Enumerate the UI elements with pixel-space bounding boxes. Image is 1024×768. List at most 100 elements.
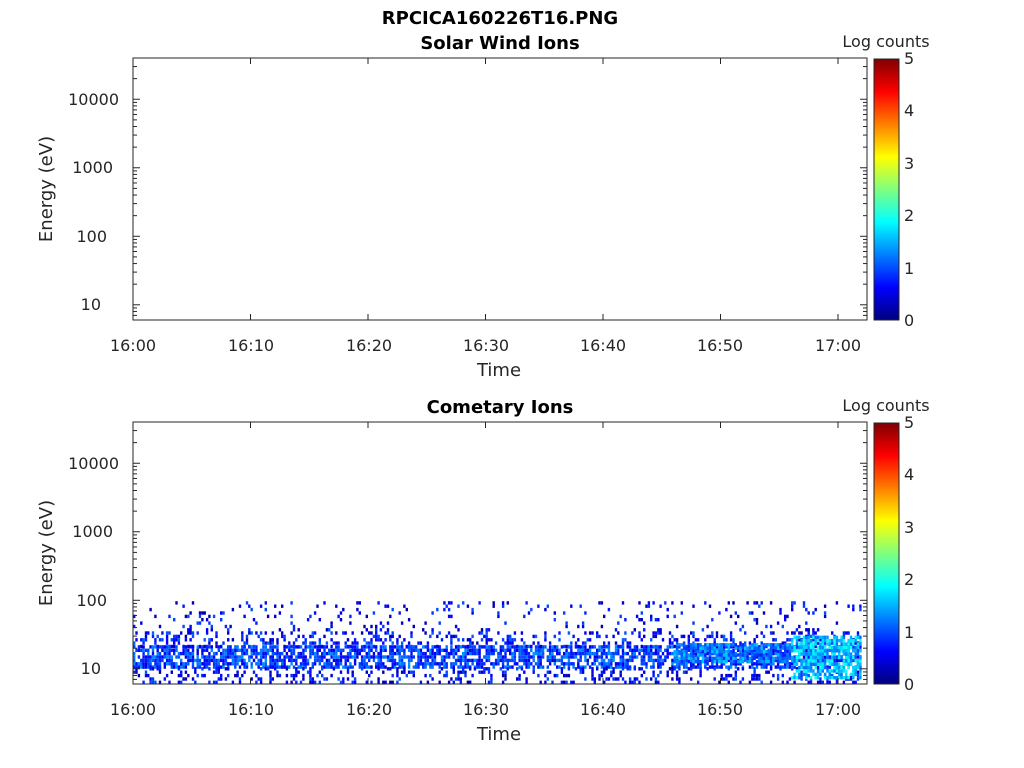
- spectrogram-cell: [584, 665, 587, 669]
- spectrogram-cell: [657, 680, 660, 684]
- spectrogram-cell: [823, 676, 827, 680]
- spectrogram-cell: [650, 648, 653, 652]
- spectrogram-cell: [673, 638, 676, 642]
- spectrogram-cell: [210, 658, 213, 663]
- spectrogram-cell: [220, 651, 223, 656]
- spectrogram-cell: [859, 635, 862, 639]
- spectrogram-cell: [755, 643, 759, 647]
- spectrogram-cell: [511, 651, 514, 656]
- spectrogram-cell: [729, 634, 733, 639]
- spectrogram-cell: [208, 667, 211, 671]
- spectrogram-cell: [807, 659, 810, 663]
- spectrogram-cell: [643, 670, 646, 674]
- spectrogram-cell: [581, 624, 585, 629]
- spectrogram-cell: [776, 656, 780, 660]
- spectrogram-cell: [821, 642, 824, 646]
- spectrogram-cell: [814, 662, 817, 666]
- spectrogram-cell: [356, 607, 359, 612]
- x-tick-label: 16:00: [110, 700, 156, 719]
- spectrogram-cell: [295, 667, 298, 671]
- spectrogram-cell: [313, 651, 317, 656]
- spectrogram-cell: [476, 651, 479, 656]
- spectrogram-cell: [135, 631, 138, 635]
- spectrogram-cell: [774, 643, 777, 647]
- spectrogram-cell: [506, 638, 509, 642]
- spectrogram-cell: [443, 658, 446, 663]
- spectrogram-cell: [513, 658, 517, 663]
- spectrogram-cell: [351, 670, 354, 674]
- spectrogram-cell: [506, 601, 509, 605]
- spectrogram-cell: [398, 611, 401, 615]
- spectrogram-cell: [560, 680, 564, 684]
- spectrogram-cell: [720, 677, 723, 681]
- spectrogram-cell: [835, 601, 839, 605]
- spectrogram-cell: [548, 641, 552, 645]
- spectrogram-cell: [640, 667, 643, 671]
- spectrogram-cell: [415, 665, 418, 669]
- spectrogram-cell: [337, 658, 340, 663]
- spectrogram-cell: [269, 655, 272, 659]
- panel-cometary-ions: Cometary Ions 16:00 16:10 16:20 16:30 16…: [36, 396, 930, 745]
- spectrogram-cell: [154, 658, 157, 663]
- spectrogram-cell: [668, 667, 672, 671]
- colorbar-tick-label: 3: [904, 518, 914, 537]
- spectrogram-cell: [259, 677, 263, 681]
- spectrogram-cell: [546, 648, 549, 652]
- spectrogram-cell: [711, 660, 714, 664]
- spectrogram-cell: [313, 658, 317, 663]
- spectrogram-cell: [147, 648, 150, 652]
- y-tick-label: 100: [76, 227, 107, 246]
- spectrogram-cell: [852, 642, 855, 646]
- spectrogram-cell: [657, 618, 660, 622]
- spectrogram-cell: [753, 656, 756, 660]
- spectrogram-cell: [250, 655, 253, 659]
- spectrogram-cell: [701, 628, 705, 632]
- spectrogram-cell: [720, 662, 723, 666]
- spectrogram-cell: [187, 631, 190, 635]
- spectrogram-cell: [321, 655, 324, 659]
- spectrogram-cell: [591, 651, 594, 656]
- spectrogram-cell: [328, 658, 331, 663]
- spectrogram-cell: [135, 638, 138, 642]
- spectrogram-cell: [447, 601, 451, 605]
- spectrogram-cell: [694, 649, 698, 654]
- spectrogram-cell: [784, 662, 787, 666]
- spectrogram-cell: [847, 652, 850, 656]
- spectrogram-cell: [403, 655, 406, 659]
- spectrogram-cell: [436, 634, 439, 639]
- spectrogram-cell: [774, 665, 777, 669]
- spectrogram-cell: [382, 624, 385, 629]
- spectrogram-cell: [325, 665, 329, 669]
- spectrogram-cell: [304, 648, 307, 652]
- x-tick-label: 16:20: [346, 700, 392, 719]
- spectrogram-cell: [191, 658, 195, 663]
- spectrogram-cell: [215, 641, 218, 645]
- spectrogram-cell: [748, 656, 752, 660]
- spectrogram-cell: [605, 667, 608, 671]
- spectrogram-cell: [598, 634, 601, 639]
- spectrogram-cell: [205, 631, 209, 635]
- spectrogram-cell: [774, 638, 777, 642]
- spectrogram-cell: [255, 662, 258, 666]
- spectrogram-cell: [769, 631, 773, 635]
- spectrogram-cell: [469, 638, 472, 642]
- spectrogram-cell: [828, 645, 831, 650]
- spectrogram-cell: [234, 651, 237, 656]
- spectrogram-cell: [729, 649, 733, 654]
- spectrogram-cell: [661, 658, 665, 663]
- spectrogram-cell: [805, 642, 808, 646]
- spectrogram-cell: [353, 680, 357, 684]
- spectrogram-cell: [596, 658, 599, 663]
- spectrogram-cell: [577, 662, 580, 666]
- spectrogram-cell: [509, 658, 512, 663]
- spectrogram-cell: [438, 621, 441, 625]
- spectrogram-cell: [729, 614, 733, 619]
- spectrogram-cell: [842, 665, 846, 670]
- spectrogram-cell: [311, 645, 314, 649]
- spectrogram-cell: [196, 658, 199, 663]
- spectrogram-cell: [281, 665, 284, 669]
- spectrogram-cell: [751, 673, 754, 678]
- spectrogram-cell: [734, 656, 737, 660]
- spectrogram-cell: [370, 641, 373, 645]
- spectrogram-cell: [833, 655, 836, 660]
